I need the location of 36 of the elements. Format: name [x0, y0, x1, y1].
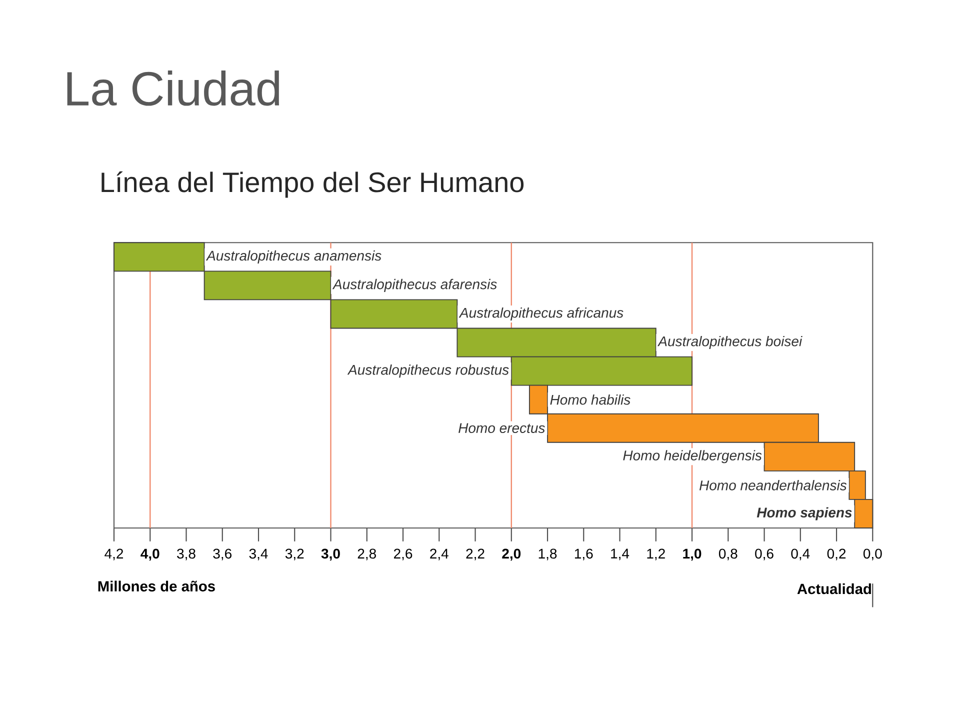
y-tick-label: Australopithecus africanus: [458, 307, 624, 321]
x-tick-label: 1,2: [647, 548, 665, 560]
y-tick-label: Homo sapiens: [756, 507, 852, 520]
y-tick-label: Homo heidelbergensis: [623, 450, 762, 464]
x-tick-label: 3,0: [321, 548, 340, 561]
x-tick-label: 2,8: [358, 548, 376, 560]
x-tick-label: 0,2: [827, 548, 846, 560]
x-tick-label: 1,6: [574, 548, 593, 560]
y-tick-label: Australopithecus robustus: [347, 364, 509, 378]
y-tick-label: Homo habilis: [550, 394, 630, 405]
x-tick-label: 2,0: [502, 548, 521, 561]
x-tick-label: 2,2: [466, 548, 484, 560]
x-tick-label: 1,4: [611, 548, 630, 560]
y-tick-label: Australopithecus afarensis: [332, 278, 497, 292]
x-tick-label: 1,8: [538, 548, 557, 560]
x-tick-label: 0,4: [791, 548, 810, 560]
y-tick-label: Australopithecus anamensis: [206, 250, 382, 264]
x-tick-label: 2,4: [430, 548, 448, 560]
x-tick-label: 3,4: [249, 548, 268, 560]
x-tick-label: 0,0: [863, 548, 882, 560]
y-tick-label: Australopithecus boisei: [657, 336, 802, 350]
y-tick-label: Homo neanderthalensis: [699, 480, 847, 490]
x-tick-label: 4,0: [140, 548, 160, 561]
x-tick-label: 1,0: [683, 548, 702, 561]
x-tick-label: 0,6: [755, 548, 774, 560]
chart-subtitle: Línea del Tiempo del Ser Humano: [102, 171, 524, 198]
chart-title: La Ciudad: [67, 70, 280, 106]
x-tick-label: 3,6: [213, 548, 232, 560]
x-tick-label: 4,2: [104, 548, 124, 560]
text: Actualidad: [797, 583, 871, 594]
x-axis-title: Millones de años: [98, 580, 215, 592]
x-tick-label: 3,8: [177, 548, 196, 560]
x-tick-label: 3,2: [285, 548, 304, 560]
x-tick-label: 0,8: [718, 548, 738, 560]
y-tick-label: Homo erectus: [458, 423, 545, 434]
x-tick-label: 2,6: [394, 548, 412, 560]
